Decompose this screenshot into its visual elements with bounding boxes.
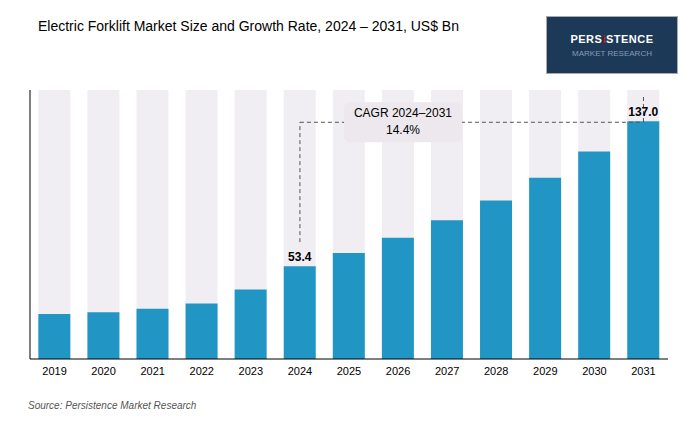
html-text:Electric Forklift Market Size: Electric Forklift Market Size and Growth… (38, 18, 459, 34)
svg-text:2021: 2021 (140, 365, 164, 377)
svg-text:53.4: 53.4 (288, 250, 312, 264)
svg-text:2019: 2019 (42, 365, 66, 377)
html-text:MARKET RESEARCH: MARKET RESEARCH (572, 48, 652, 58)
svg-text:2028: 2028 (484, 365, 508, 377)
svg-text:14.4%: 14.4% (386, 123, 420, 137)
svg-text:2031: 2031 (631, 365, 655, 377)
svg-text:2022: 2022 (190, 365, 214, 377)
svg-text:137.0: 137.0 (628, 105, 658, 119)
svg-text:CAGR 2024–2031: CAGR 2024–2031 (354, 106, 452, 120)
svg-text:2024: 2024 (288, 365, 312, 377)
html-text:PERS i STENCE: PERS i STENCE (570, 32, 654, 45)
svg-text:2029: 2029 (533, 365, 557, 377)
svg-text:2023: 2023 (239, 365, 263, 377)
html-text:Source: Persistence Market Res: Source: Persistence Market Research (28, 400, 197, 411)
svg-text:2027: 2027 (435, 365, 459, 377)
svg-text:2025: 2025 (337, 365, 361, 377)
svg-text:2030: 2030 (582, 365, 606, 377)
svg-text:2026: 2026 (386, 365, 410, 377)
svg-text:2020: 2020 (91, 365, 115, 377)
